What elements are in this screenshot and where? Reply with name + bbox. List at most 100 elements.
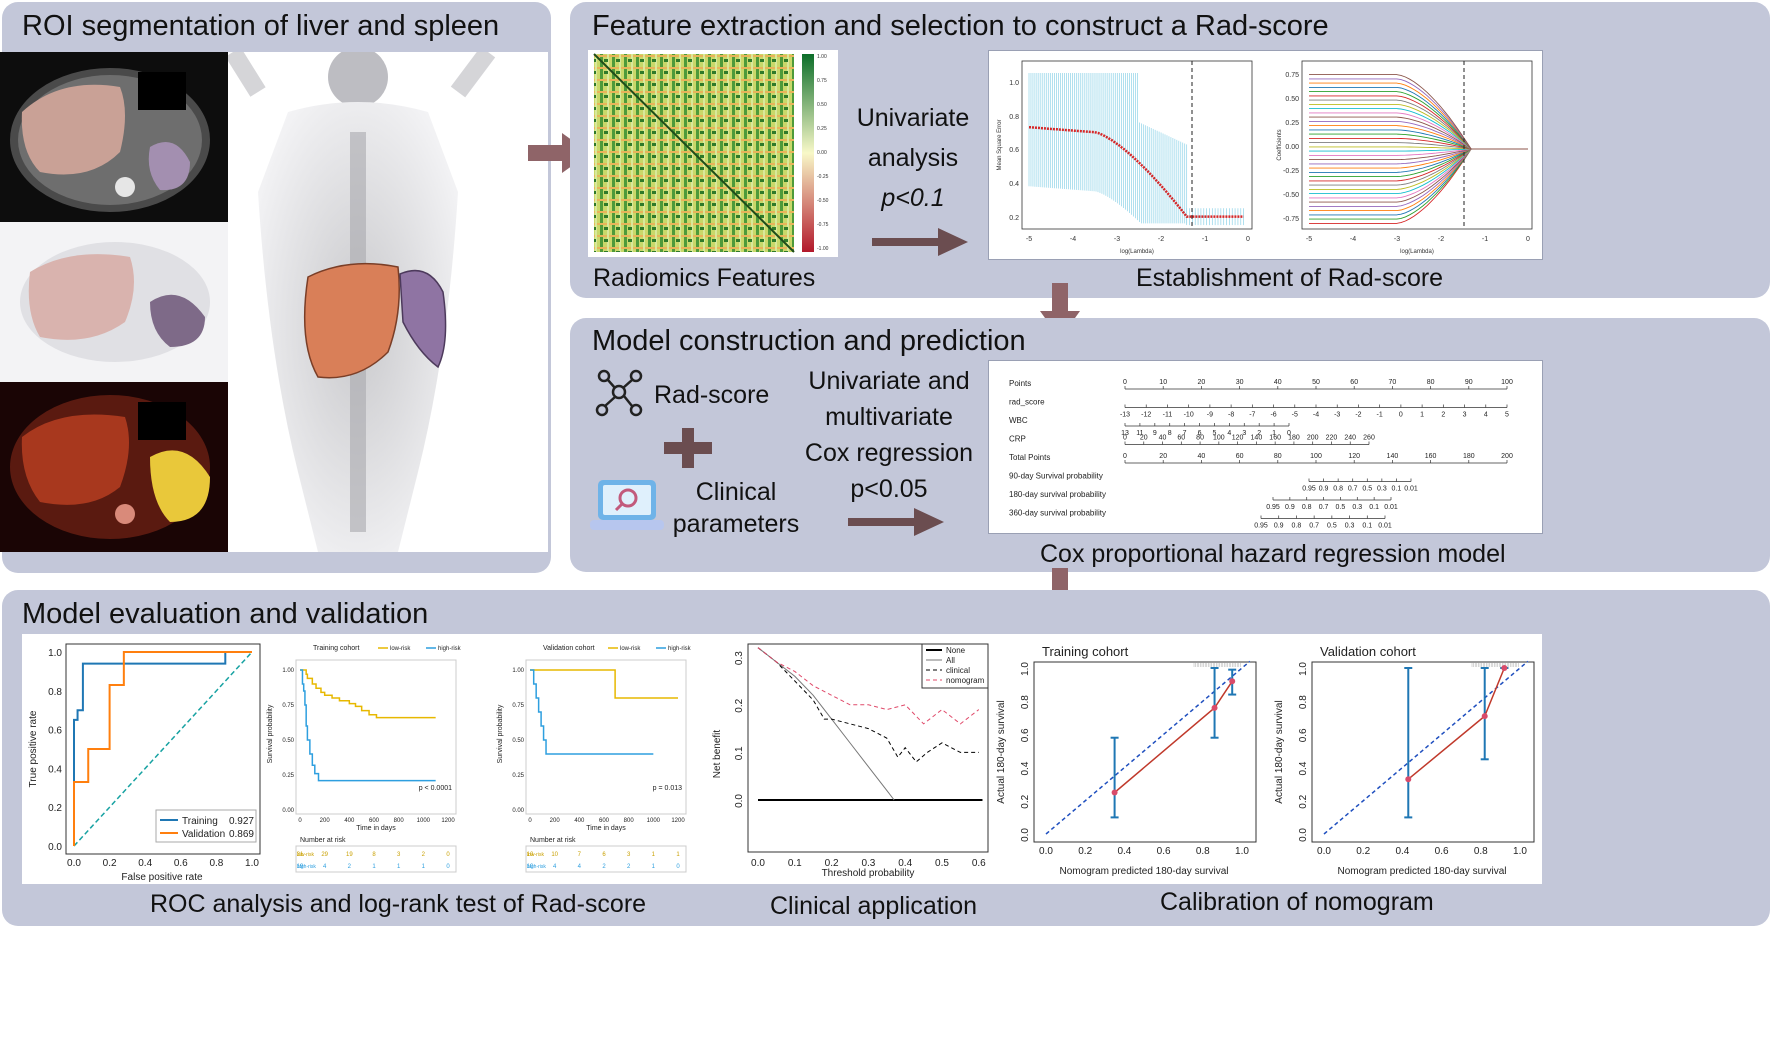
coef-path	[1309, 148, 1528, 178]
coef-ylabel: Coefficients	[1277, 129, 1283, 160]
nomogram-tick-label: 50	[1312, 379, 1320, 386]
km-risk-label: low-risk	[527, 852, 544, 858]
cal-xtick: 0.2	[1356, 846, 1370, 857]
km-risk-label: high-risk	[527, 864, 546, 870]
laptop-search-icon	[590, 480, 664, 530]
km-ytick: 0.00	[512, 808, 524, 814]
roc-ytick: 0.6	[48, 726, 62, 737]
coef-path	[1309, 148, 1528, 224]
km-ytick: 0.25	[512, 773, 524, 779]
coef-xtick: -2	[1438, 236, 1444, 243]
nomogram-tick-label: -6	[1270, 412, 1276, 419]
roc-xtick: 1.0	[245, 858, 259, 869]
coef-paths	[1309, 74, 1528, 224]
coef-path	[1309, 148, 1528, 203]
km-risk-low: 1	[676, 852, 680, 858]
nomogram-tick-label: 180	[1463, 453, 1475, 460]
roc-curve-training	[73, 651, 252, 846]
km-risk-high: 4	[578, 864, 582, 870]
coef-ytick: 0.50	[1285, 96, 1299, 103]
coef-path	[1309, 95, 1528, 150]
cox-line3: Cox regression	[804, 439, 974, 467]
nomogram-tick-label: 0	[1123, 435, 1127, 442]
nomogram-tick-label: 240	[1344, 435, 1356, 442]
nomogram-tick-label: 200	[1501, 453, 1513, 460]
nomogram-tick-label: 100	[1310, 453, 1322, 460]
coef-ytick: 0.25	[1285, 120, 1299, 127]
nomogram-tick-label: 0.3	[1352, 504, 1362, 511]
km-frame	[525, 659, 687, 815]
nomogram-tick-label: -2	[1355, 412, 1361, 419]
coef-path	[1309, 148, 1528, 216]
roc-ylabel: True positive rate	[28, 710, 39, 787]
nomogram-row-label: 90-day Survival probability	[1009, 472, 1103, 481]
nomogram-tick-label: 0.01	[1404, 486, 1418, 493]
roc-legend	[155, 809, 257, 843]
cal-frame	[1311, 661, 1535, 843]
univariate-line2: analysis	[867, 144, 959, 172]
heatmap-tick: 0.75	[817, 78, 827, 84]
dca-xtick: 0.1	[788, 858, 802, 869]
coef-path	[1309, 148, 1528, 190]
dca-xtick: 0.0	[751, 858, 765, 869]
cal-point	[1501, 665, 1508, 671]
cal-frame	[1033, 661, 1257, 843]
nomogram-tick-label: 220	[1326, 435, 1338, 442]
nomogram-tick-label: 0.7	[1319, 504, 1329, 511]
radiomics-caption: Radiomics Features	[593, 264, 816, 292]
km-xtick: 1000	[647, 818, 661, 824]
coef-path	[1309, 148, 1528, 173]
panel4-title: Model evaluation and validation	[22, 598, 429, 630]
nomogram-tick-label: 0.8	[1333, 486, 1343, 493]
mse-xtick: -3	[1114, 236, 1120, 243]
heatmap-tick: 0.25	[817, 126, 827, 132]
km-risk-high: 1	[372, 864, 376, 870]
cal-point	[1405, 776, 1412, 783]
nomogram-tick-label: 120	[1348, 453, 1360, 460]
km-ylabel: Survival probability	[267, 704, 274, 763]
mse-error-bars	[1028, 73, 1244, 226]
nomogram-tick-label: 160	[1425, 453, 1437, 460]
dca-xtick: 0.3	[861, 858, 875, 869]
nomogram-tick-label: 11	[1136, 430, 1143, 437]
univariate-text: Univariate analysis p<0.1	[848, 98, 978, 218]
nomogram-tick-label: 0.95	[1254, 523, 1268, 530]
nomogram-tick-label: 80	[1427, 379, 1435, 386]
coef-path	[1309, 148, 1528, 156]
km-ytick: 0.75	[512, 703, 524, 709]
heatmap-tick: -0.75	[817, 222, 829, 228]
calib-caption: Calibration of nomogram	[1160, 888, 1434, 916]
clinical-params-text: Clinical parameters	[668, 476, 804, 540]
clinical-line2: parameters	[672, 510, 800, 538]
km-frame	[295, 659, 457, 815]
coef-path	[1309, 129, 1528, 150]
cal-ytick: 0.6	[1298, 728, 1309, 742]
cal-ytick: 0.2	[1298, 794, 1309, 808]
nomogram-tick-label: -13	[1120, 412, 1130, 419]
mse-xtick: -5	[1026, 236, 1032, 243]
cal-ytick: 0.2	[1020, 794, 1031, 808]
km-risk-high: 2	[627, 864, 631, 870]
nomogram-tick-label: 0.8	[1292, 523, 1302, 530]
coef-path	[1309, 82, 1528, 150]
nomogram-tick-label: 20	[1159, 453, 1167, 460]
heatmap-tick: -1.00	[817, 246, 829, 252]
nomogram-tick-label: 5	[1505, 412, 1509, 419]
km-risk-high: 1	[397, 864, 401, 870]
nomogram-tick-label: 260	[1363, 435, 1375, 442]
cox-line2: multivariate	[825, 403, 953, 431]
nomogram-tick-label: 0.95	[1302, 486, 1316, 493]
roc-ytick: 1.0	[48, 648, 62, 659]
coef-path	[1309, 99, 1528, 150]
nomogram-tick-label: 180	[1288, 435, 1300, 442]
km-risk-low: 10	[551, 852, 558, 858]
coef-path	[1309, 91, 1528, 150]
nomogram-tick-label: 7	[1183, 430, 1187, 437]
coef-path	[1309, 148, 1528, 161]
km-risk-label: low-risk	[297, 852, 314, 858]
nomogram-tick-label: 0.1	[1362, 523, 1372, 530]
nomogram-tick-label: 160	[1269, 435, 1281, 442]
km-legend-label: high-risk	[438, 646, 462, 652]
km-risk-low: 29	[321, 852, 328, 858]
km-title: Validation cohort	[543, 645, 595, 652]
